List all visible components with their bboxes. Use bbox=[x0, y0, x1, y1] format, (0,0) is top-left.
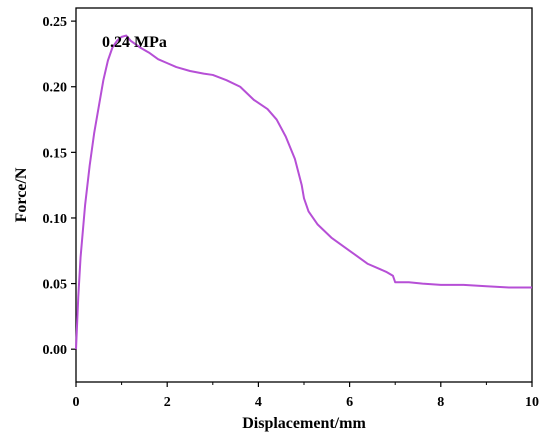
x-tick-label: 0 bbox=[73, 395, 80, 410]
y-tick-label: 0.10 bbox=[43, 212, 68, 227]
y-tick-label: 0.05 bbox=[43, 278, 68, 293]
y-tick-label: 0.00 bbox=[43, 343, 68, 358]
x-tick-label: 8 bbox=[437, 395, 444, 410]
x-tick-label: 10 bbox=[525, 395, 539, 410]
x-axis: 0 2 4 6 8 10 bbox=[73, 382, 539, 410]
y-axis: 0.00 0.05 0.10 0.15 0.20 0.25 bbox=[43, 15, 76, 358]
x-tick-label: 4 bbox=[255, 395, 262, 410]
force-displacement-line bbox=[75, 34, 532, 350]
y-tick-label: 0.15 bbox=[43, 146, 68, 161]
peak-annotation: 0.24 MPa bbox=[102, 34, 167, 51]
x-axis-title: Displacement/mm bbox=[242, 415, 366, 432]
y-axis-title: Force/N bbox=[13, 167, 30, 222]
x-tick-label: 2 bbox=[164, 395, 171, 410]
y-tick-label: 0.20 bbox=[43, 81, 68, 96]
y-tick-label: 0.25 bbox=[43, 15, 68, 30]
series-layer bbox=[75, 34, 532, 350]
x-tick-label: 6 bbox=[346, 395, 353, 410]
